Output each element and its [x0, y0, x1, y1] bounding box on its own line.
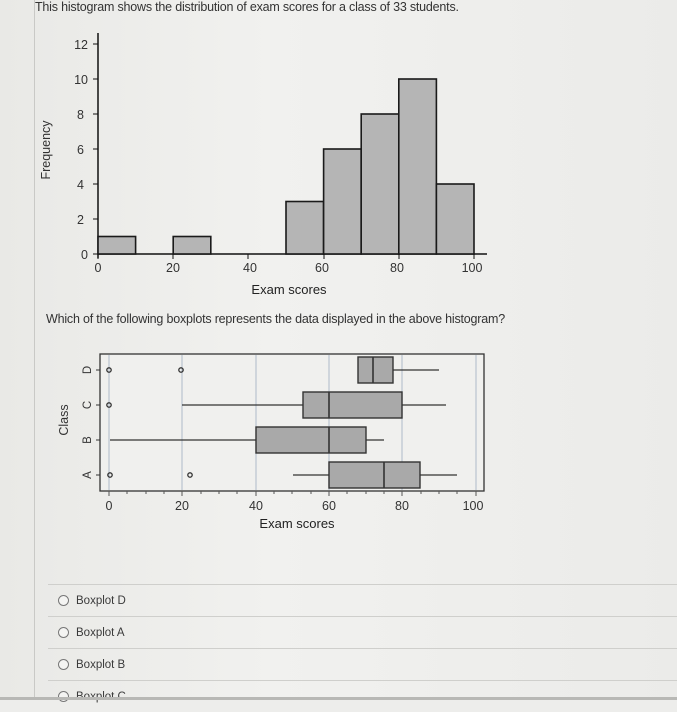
- radio-icon[interactable]: [58, 627, 69, 638]
- svg-text:60: 60: [315, 261, 329, 275]
- option-boxplot-a[interactable]: Boxplot A: [48, 616, 677, 648]
- svg-text:20: 20: [175, 499, 189, 513]
- bar-70-80: [360, 113, 400, 255]
- radio-icon[interactable]: [58, 595, 69, 606]
- bar-90-100: [435, 183, 475, 255]
- svg-text:4: 4: [77, 178, 84, 192]
- svg-text:6: 6: [77, 143, 84, 157]
- option-boxplot-b[interactable]: Boxplot B: [48, 648, 677, 680]
- boxplot-chart: Class D C B A: [57, 353, 485, 531]
- svg-text:2: 2: [77, 213, 84, 227]
- boxplot-A: [107, 461, 457, 489]
- histogram-bars: [97, 78, 475, 255]
- svg-text:0: 0: [95, 261, 102, 275]
- bar-20-30: [172, 235, 212, 255]
- answer-options: Boxplot D Boxplot A Boxplot B Boxplot C: [48, 584, 677, 712]
- bottom-divider: [0, 697, 677, 700]
- bar-50-60: [285, 200, 325, 255]
- svg-text:0: 0: [106, 499, 113, 513]
- svg-text:100: 100: [462, 261, 483, 275]
- histogram-y-ticks: 12 10 8 6 4 2 0: [74, 38, 98, 262]
- boxplot-class-labels: D C B A: [82, 366, 94, 479]
- boxplot-D: [106, 356, 439, 384]
- svg-text:8: 8: [77, 108, 84, 122]
- histogram-xlabel: Exam scores: [251, 282, 327, 297]
- radio-icon[interactable]: [58, 659, 69, 670]
- boxplot-xlabel: Exam scores: [259, 516, 335, 531]
- bar-0-10: [97, 235, 137, 255]
- histogram-chart: Frequency 12 10 8 6 4 2 0: [39, 33, 487, 297]
- bar-80-90: [397, 78, 438, 255]
- svg-text:A: A: [82, 471, 94, 479]
- histogram-x-ticks: 0 20 40 60 80 100: [95, 254, 483, 275]
- svg-text:80: 80: [395, 499, 409, 513]
- svg-text:C: C: [82, 401, 94, 409]
- svg-text:10: 10: [74, 73, 88, 87]
- boxplot-C: [106, 391, 446, 419]
- option-boxplot-d[interactable]: Boxplot D: [48, 584, 677, 616]
- svg-text:40: 40: [249, 499, 263, 513]
- boxplot-ylabel: Class: [57, 404, 71, 435]
- boxplot-x-ticks: 0 20 40 60 80 100: [106, 499, 484, 513]
- svg-text:0: 0: [81, 248, 88, 262]
- histogram-ylabel: Frequency: [39, 120, 53, 180]
- svg-text:100: 100: [463, 499, 484, 513]
- content-border: [34, 0, 35, 700]
- bar-60-70: [322, 148, 363, 255]
- svg-text:12: 12: [74, 38, 88, 52]
- boxplot-B: [110, 426, 384, 454]
- svg-text:B: B: [82, 436, 94, 444]
- svg-text:D: D: [82, 366, 94, 374]
- boxplot-frame: [99, 353, 485, 492]
- svg-text:60: 60: [322, 499, 336, 513]
- option-boxplot-c[interactable]: Boxplot C: [48, 680, 677, 712]
- svg-text:20: 20: [166, 261, 180, 275]
- prompt-text: This histogram shows the distribution of…: [35, 0, 459, 14]
- svg-text:40: 40: [243, 261, 257, 275]
- question-text: Which of the following boxplots represen…: [46, 312, 505, 326]
- svg-text:80: 80: [390, 261, 404, 275]
